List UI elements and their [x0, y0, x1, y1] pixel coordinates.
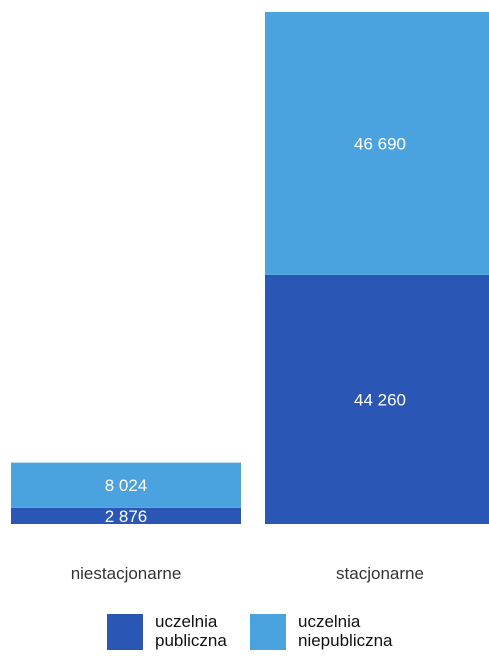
bar-segment-stacjonarne-publiczna [265, 274, 489, 524]
legend-swatch-publiczna [107, 614, 143, 650]
legend-label-publiczna: uczelnia publiczna [155, 612, 227, 650]
legend-item-publiczna: uczelnia publiczna [107, 612, 227, 650]
bar-segment-niestacjonarne-niepubliczna [11, 462, 241, 508]
data-label-stacjonarne-niepubliczna: 46 690 [354, 134, 406, 153]
legend-item-niepubliczna: uczelnia niepubliczna [250, 612, 393, 650]
bar-segment-niestacjonarne-publiczna [11, 507, 241, 524]
category-label-stacjonarne: stacjonarne [336, 564, 424, 583]
data-label-niestacjonarne-publiczna: 2 876 [105, 507, 148, 526]
legend-swatch-niepubliczna [250, 614, 286, 650]
data-label-stacjonarne-publiczna: 44 260 [354, 390, 406, 409]
data-label-niestacjonarne-niepubliczna: 8 024 [105, 476, 148, 495]
legend-label-niepubliczna: uczelnia niepubliczna [298, 612, 393, 650]
bar-segment-stacjonarne-niepubliczna [265, 12, 489, 275]
category-label-niestacjonarne: niestacjonarne [70, 564, 182, 583]
